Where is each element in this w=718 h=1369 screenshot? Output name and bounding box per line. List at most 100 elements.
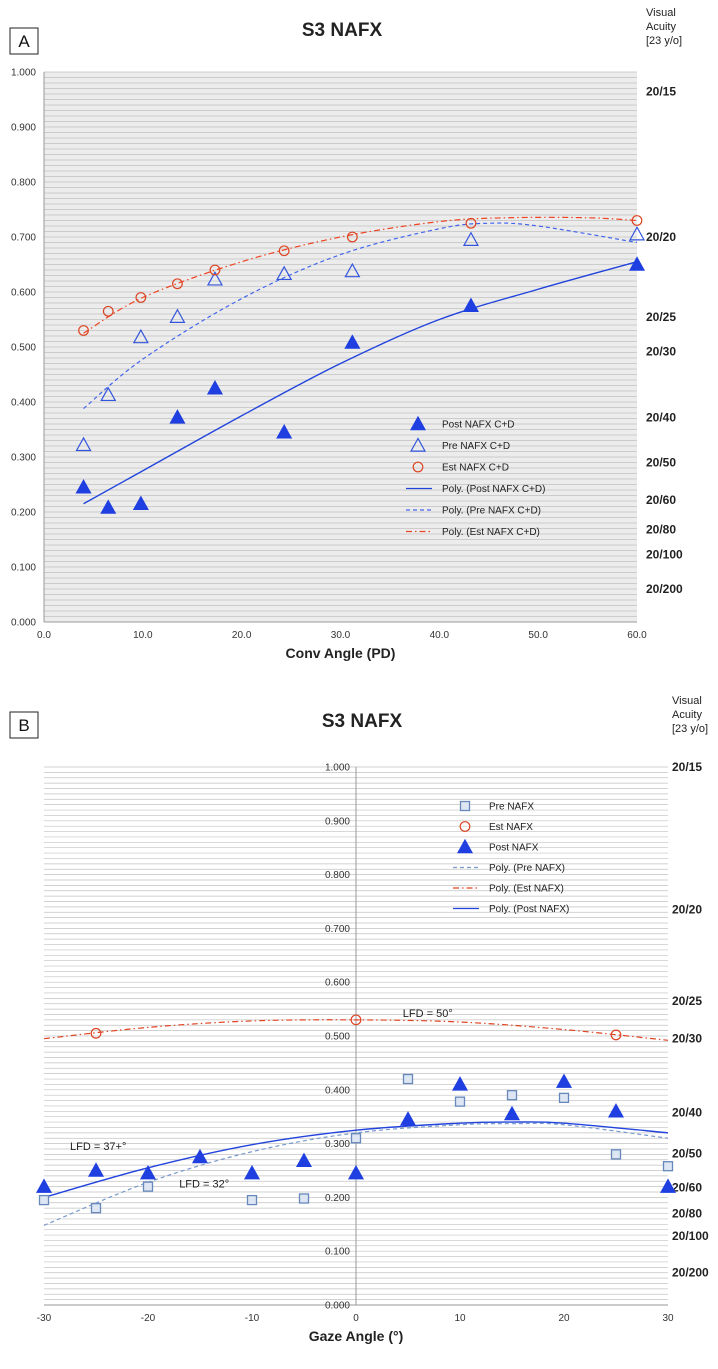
chart-b-visual-acuity-label: 20/50 [672,1146,702,1160]
chart-b-panel-letter-box [9,711,39,739]
chart-b-legend-label: Pre NAFX [489,802,534,813]
chart-b-visual-acuity-label: 20/30 [672,1032,702,1046]
chart-a-visual-acuity-label: 20/15 [646,84,676,98]
chart-a-legend-label: Est NAFX C+D [442,463,509,474]
chart-a-chart-title: S3 NAFX [302,20,383,41]
chart-b-visual-acuity-label: 20/60 [672,1181,702,1195]
chart-b-svg: B S3 NAFX 0.000 0.100 0.200 0.300 0.400 0.500 0.… [9,695,709,1344]
chart-a-visual-acuity-label: 20/30 [646,344,676,358]
chart-b-data-point [454,1096,466,1107]
chart-b-data-point [298,1193,310,1204]
chart-a-data-point [631,215,643,226]
chart-a-data-point [75,436,92,452]
chart-b-visual-acuity-label: 20/200 [672,1266,709,1280]
chart-a-panel-letter: A [18,32,30,51]
chart-b-data-point [87,1162,105,1177]
chart-a-data-point [169,409,186,424]
chart-b-x-tick-label: -10 [245,1313,260,1324]
chart-a-data-point [100,386,117,402]
chart-b-visual-acuity-title: [23 y/o] [672,723,708,735]
chart-b-x-tick-label: 10 [454,1313,466,1324]
chart-b-annotation: LFD = 50° [403,1008,453,1020]
chart-a-y-tick-label: 0.400 [11,398,36,409]
chart-a-data-point [169,308,186,323]
chart-b-visual-acuity-title: Acuity [672,709,702,721]
chart-a-y-tick-label: 0.800 [11,178,36,189]
chart-b-x-tick-label: 30 [662,1313,674,1324]
chart-b-visual-acuity-label: 20/20 [672,903,702,917]
chart-b-data-point [295,1152,313,1168]
chart-b-x-tick-label: 20 [558,1313,570,1324]
chart-b-trendline [43,1121,669,1199]
chart-a-visual-acuity-title: Acuity [646,21,676,33]
chart-a-visual-acuity-label: 20/25 [646,310,676,324]
chart-b-visual-acuity-label: 20/100 [672,1229,709,1243]
chart-b-data-point [90,1203,102,1214]
chart-b-legend-swatch [459,821,471,832]
panel-b: B S3 NAFX 0.000 0.100 0.200 0.300 0.400 0.500 0.… [0,684,718,1369]
chart-b-y-tick-label: 0.900 [325,816,350,827]
chart-a-visual-acuity-title: [23 y/o] [646,35,682,47]
chart-a-visual-acuity-label: 20/80 [646,523,676,537]
chart-a-data-point [344,334,361,349]
chart-a-x-tick-label: 30.0 [331,630,351,641]
chart-b-legend-label: Poly. (Est NAFX) [489,884,564,895]
chart-b-y-tick-label: 0.700 [325,924,350,935]
chart-b-y-tick-label: 0.600 [325,978,350,989]
chart-b-data-point [142,1181,154,1192]
chart-a-data-point [344,262,361,278]
chart-b-data-point [139,1164,157,1180]
chart-a-visual-acuity-label: 20/20 [646,230,676,244]
chart-a-data-point [135,292,147,303]
chart-a-data-point [278,245,290,257]
chart-b-panel-letter: B [18,716,29,735]
chart-b-data-point [347,1164,365,1180]
chart-a-x-axis-label: Conv Angle (PD) [286,645,396,661]
chart-b-data-point [506,1090,518,1101]
chart-a-y-tick-label: 0.500 [11,343,36,354]
chart-a-legend-swatch [409,437,427,452]
chart-b-y-tick-label: 0.300 [325,1139,350,1150]
chart-a-x-tick-label: 40.0 [430,630,450,641]
chart-a-visual-acuity-label: 20/60 [646,493,676,507]
chart-a-y-tick-label: 0.900 [11,123,36,134]
chart-a-y-tick-label: 0.700 [11,233,36,244]
chart-a-x-tick-label: 50.0 [528,630,548,641]
chart-b-legend-swatch [459,800,471,812]
chart-b-y-tick-label: 0.500 [325,1032,350,1043]
chart-b-data-point [451,1076,469,1091]
chart-b-data-point [558,1092,570,1104]
chart-a-legend-label: Poly. (Pre NAFX C+D) [442,506,541,517]
chart-a-data-point [462,297,479,312]
chart-b-data-point [402,1073,414,1085]
chart-b-data-point [243,1164,261,1180]
chart-a-x-tick-label: 60.0 [627,630,647,641]
chart-a-data-point [78,325,89,336]
chart-b-y-tick-label: 0.400 [325,1085,350,1096]
chart-b-data-point [659,1178,677,1193]
chart-b-data-point [246,1194,258,1206]
chart-b-visual-acuity-title: Visual [672,695,702,707]
chart-b-visual-acuity-label: 20/25 [672,994,702,1008]
chart-b-data-point [90,1027,102,1039]
chart-b-y-tick-label: 0.800 [325,870,350,881]
chart-b-x-axis-label: Gaze Angle (°) [309,1328,404,1344]
chart-a-legend-swatch [409,415,427,431]
chart-a-data-point [132,495,149,510]
chart-b-y-tick-label: 0.100 [325,1247,350,1258]
chart-a-x-tick-label: 20.0 [232,630,252,641]
chart-a-y-tick-label: 1.000 [11,68,36,79]
chart-a-data-point [100,499,117,514]
chart-b-legend-swatch [456,838,474,854]
chart-b-y-tick-label: 0.000 [325,1301,350,1312]
chart-b-trendline [43,1019,669,1041]
chart-a-data-point [132,328,149,344]
chart-a-visual-acuity-title: Visual [646,7,676,19]
chart-b-data-point [399,1111,417,1126]
chart-b-data-point [350,1014,362,1026]
chart-a-legend-label: Poly. (Est NAFX C+D) [442,527,540,538]
chart-a-data-point [628,226,646,241]
chart-a-y-tick-label: 0.300 [11,453,36,464]
chart-a-visual-acuity-label: 20/100 [646,547,683,561]
chart-b-data-point [555,1073,573,1088]
